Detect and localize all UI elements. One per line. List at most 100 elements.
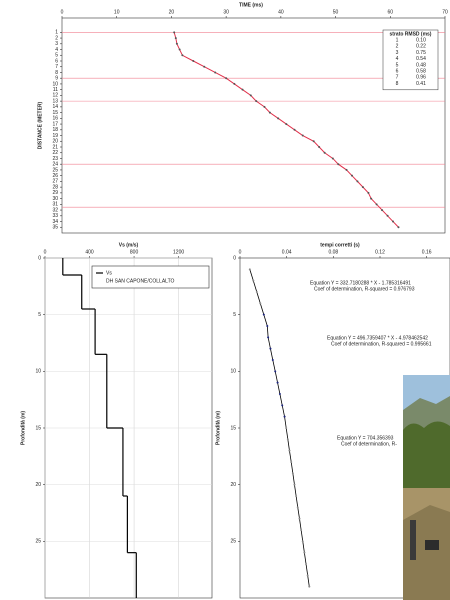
- data-point: [307, 574, 309, 576]
- x-tick-label: 800: [130, 249, 139, 255]
- data-point: [303, 552, 305, 554]
- data-point: [295, 495, 297, 497]
- data-point: [346, 169, 348, 171]
- x-tick-label: 400: [85, 249, 94, 255]
- x-tick-label: 20: [169, 9, 175, 15]
- data-point: [313, 140, 315, 142]
- data-point: [302, 540, 304, 542]
- data-point: [370, 198, 372, 200]
- annotation: Coef of determination, R-squared = 0.976…: [314, 286, 415, 292]
- y-axis-title: Profondità (m): [20, 411, 26, 445]
- data-point: [290, 461, 292, 463]
- data-point: [175, 37, 177, 39]
- y-tick-label: 5: [38, 312, 41, 318]
- table-cell: 0.75: [416, 50, 426, 56]
- x-tick-label: 10: [114, 9, 120, 15]
- data-point: [362, 186, 364, 188]
- photo-equipment: [410, 520, 416, 560]
- x-tick-label: 0: [44, 249, 47, 255]
- photo: [403, 375, 450, 600]
- y-tick-label: 20: [230, 482, 236, 488]
- x-tick-label: 40: [278, 9, 284, 15]
- page: 0102030405060701234567891011121314151617…: [0, 0, 450, 600]
- x-tick-label: 0.08: [328, 249, 338, 255]
- table-cell: 0.10: [416, 38, 426, 44]
- data-point: [274, 370, 276, 372]
- data-point: [302, 135, 304, 137]
- data-point: [255, 100, 257, 102]
- table-cell: 2: [396, 44, 399, 50]
- data-point: [376, 203, 378, 205]
- data-point: [294, 129, 296, 131]
- data-point: [259, 302, 261, 304]
- data-point: [318, 146, 320, 148]
- y-tick-label: 25: [230, 539, 236, 545]
- data-point: [192, 60, 194, 62]
- data-point: [269, 112, 271, 114]
- data-point: [269, 348, 271, 350]
- data-point: [351, 175, 353, 177]
- table-cell: 6: [396, 69, 399, 75]
- data-point: [233, 83, 235, 85]
- data-point: [332, 157, 334, 159]
- data-point: [173, 31, 175, 33]
- data-point: [297, 506, 299, 508]
- y-tick-label: 20: [35, 482, 41, 488]
- table-cell: 3: [396, 50, 399, 56]
- data-point: [292, 472, 294, 474]
- y-tick-label: 25: [35, 539, 41, 545]
- x-tick-label: 70: [442, 9, 448, 15]
- x-axis-title: tempi corretti (s): [320, 242, 360, 248]
- table-cell: 0.41: [416, 81, 426, 87]
- data-point: [179, 49, 181, 51]
- data-point: [252, 280, 254, 282]
- x-axis-title: Vs (m/s): [119, 242, 139, 248]
- y-axis-title: Profondità (m): [215, 411, 221, 445]
- data-point: [285, 427, 287, 429]
- y-tick-label: 0: [233, 255, 236, 261]
- table-cell: 0.48: [416, 62, 426, 68]
- data-point: [249, 268, 251, 270]
- legend-label: Vs: [106, 270, 112, 276]
- table-cell: 0.96: [416, 75, 426, 81]
- data-point: [324, 152, 326, 154]
- table-header: strato RMSD (ms): [390, 31, 432, 37]
- x-tick-label: 60: [388, 9, 394, 15]
- x-tick-label: 1200: [173, 249, 184, 255]
- table-cell: 7: [396, 75, 399, 81]
- data-point: [337, 163, 339, 165]
- data-point: [272, 359, 274, 361]
- table-cell: 4: [396, 56, 399, 62]
- data-point: [285, 123, 287, 125]
- table-cell: 0.22: [416, 44, 426, 50]
- data-point: [181, 54, 183, 56]
- data-point: [387, 215, 389, 217]
- data-point: [256, 291, 258, 293]
- background: [0, 0, 450, 600]
- data-point: [288, 450, 290, 452]
- data-point: [214, 71, 216, 73]
- data-point: [356, 180, 358, 182]
- legend-box: [92, 266, 209, 288]
- table-box: [383, 30, 438, 90]
- data-point: [277, 117, 279, 119]
- data-point: [305, 563, 307, 565]
- annotation: Coef of determination, R-: [341, 441, 397, 447]
- data-point: [277, 382, 279, 384]
- data-point: [263, 314, 265, 316]
- x-tick-label: 0: [239, 249, 242, 255]
- data-point: [367, 192, 369, 194]
- legend-subtitle: DH SAN CAPONE/COLLALTO: [106, 278, 175, 284]
- x-tick-label: 30: [223, 9, 229, 15]
- data-point: [392, 221, 394, 223]
- table-cell: 1: [396, 38, 399, 44]
- data-point: [225, 77, 227, 79]
- data-point: [203, 66, 205, 68]
- data-point: [284, 416, 286, 418]
- data-point: [299, 518, 301, 520]
- table-cell: 0.58: [416, 69, 426, 75]
- data-point: [300, 529, 302, 531]
- data-point: [279, 393, 281, 395]
- x-tick-label: 0.04: [282, 249, 292, 255]
- data-point: [293, 484, 295, 486]
